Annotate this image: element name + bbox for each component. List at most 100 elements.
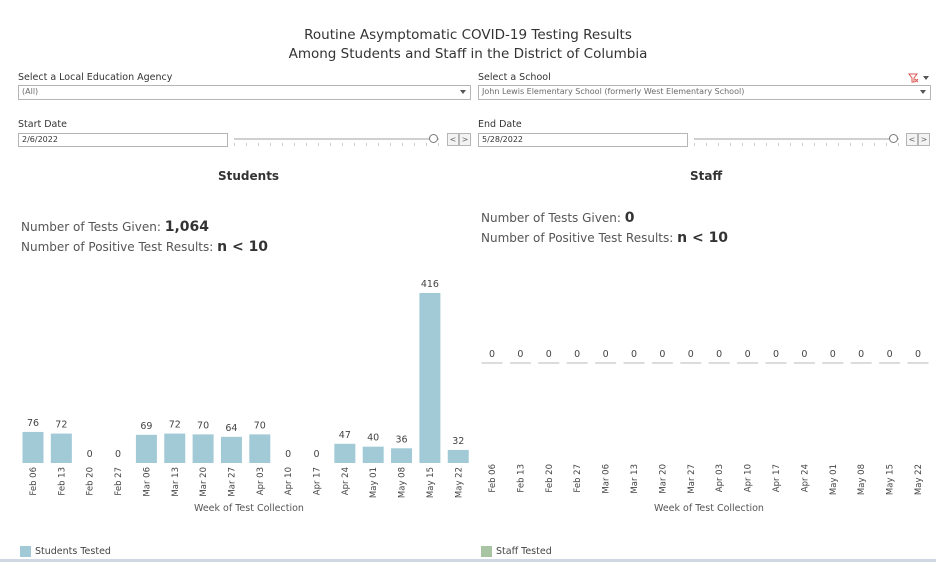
students-x-tick-label: Apr 24	[341, 467, 351, 495]
chevron-down-icon	[920, 90, 926, 94]
staff-data-label: 0	[915, 349, 921, 360]
dashboard-title: Routine Asymptomatic COVID-19 Testing Re…	[0, 26, 936, 63]
staff-x-axis-title: Week of Test Collection	[654, 503, 764, 514]
staff-tests-label: Number of Tests Given:	[481, 211, 621, 225]
students-data-label: 0	[115, 449, 121, 460]
staff-data-label: 0	[858, 349, 864, 360]
students-data-label: 76	[27, 418, 39, 429]
students-x-tick-label: Apr 10	[284, 467, 294, 495]
students-x-axis-title: Week of Test Collection	[194, 503, 304, 514]
staff-x-tick-label: Mar 27	[687, 464, 697, 494]
school-dropdown[interactable]: John Lewis Elementary School (formerly W…	[478, 85, 931, 100]
start-date-slider[interactable]	[234, 133, 439, 147]
students-x-tick-label: May 01	[369, 467, 379, 498]
start-date-input[interactable]: 2/6/2022	[18, 133, 228, 147]
students-tests-stat: Number of Tests Given: 1,064	[21, 219, 209, 235]
students-data-label: 416	[421, 279, 439, 290]
students-bar	[419, 293, 441, 463]
students-x-tick-label: May 15	[426, 467, 436, 498]
students-bar	[50, 433, 72, 463]
staff-data-label: 0	[659, 349, 665, 360]
students-data-label: 36	[396, 434, 408, 445]
students-bar	[164, 433, 186, 463]
end-date-next-button[interactable]: >	[918, 133, 930, 146]
slider-track	[234, 138, 439, 140]
students-x-tick-label: May 22	[454, 467, 464, 498]
staff-x-tick-label: Feb 27	[573, 464, 583, 493]
students-x-tick-label: Feb 06	[29, 467, 39, 496]
students-x-tick-label: Mar 27	[227, 467, 237, 497]
staff-positive-value: n < 10	[677, 230, 729, 246]
title-line-1: Routine Asymptomatic COVID-19 Testing Re…	[304, 27, 632, 43]
students-data-label: 70	[197, 420, 209, 431]
students-data-label: 72	[55, 420, 67, 431]
students-positive-value: n < 10	[217, 239, 269, 255]
staff-data-label: 0	[631, 349, 637, 360]
staff-data-label: 0	[801, 349, 807, 360]
staff-x-tick-label: May 15	[886, 464, 896, 495]
end-date-prev-button[interactable]: <	[906, 133, 918, 146]
students-bar	[334, 443, 356, 463]
staff-legend-swatch	[481, 546, 492, 557]
slider-track	[694, 138, 899, 140]
students-bar	[447, 449, 469, 463]
staff-data-label: 0	[603, 349, 609, 360]
staff-x-tick-label: Feb 06	[488, 464, 498, 493]
students-data-label: 40	[367, 433, 379, 444]
students-tests-label: Number of Tests Given:	[21, 220, 161, 234]
clear-filter-icon[interactable]	[908, 73, 930, 83]
students-x-tick-label: Feb 20	[86, 467, 96, 496]
students-data-label: 70	[254, 420, 266, 431]
staff-section-title: Staff	[690, 169, 723, 183]
students-data-label: 0	[313, 449, 319, 460]
staff-positive-label: Number of Positive Test Results:	[481, 231, 674, 245]
students-data-label: 0	[285, 449, 291, 460]
lea-filter-label: Select a Local Education Agency	[18, 72, 173, 83]
students-bar	[135, 434, 157, 463]
staff-x-tick-label: Apr 17	[772, 464, 782, 492]
students-positive-label: Number of Positive Test Results:	[21, 240, 214, 254]
students-x-tick-label: Mar 13	[171, 467, 181, 497]
students-bar	[192, 434, 214, 463]
students-x-tick-label: Feb 13	[57, 467, 67, 496]
bottom-border	[0, 559, 936, 562]
slider-handle[interactable]	[889, 134, 898, 143]
start-date-next-button[interactable]: >	[459, 133, 471, 146]
school-filter-label: Select a School	[478, 72, 551, 83]
lea-dropdown-value: (All)	[22, 87, 39, 96]
staff-data-label: 0	[887, 349, 893, 360]
staff-positive-stat: Number of Positive Test Results: n < 10	[481, 230, 728, 246]
staff-data-label: 0	[574, 349, 580, 360]
students-x-tick-label: Feb 27	[114, 467, 124, 496]
students-section-title: Students	[218, 169, 280, 183]
staff-x-tick-label: Apr 10	[744, 464, 754, 492]
chevron-down-icon	[460, 90, 466, 94]
staff-data-label: 0	[517, 349, 523, 360]
start-date-prev-button[interactable]: <	[447, 133, 459, 146]
end-date-input[interactable]: 5/28/2022	[478, 133, 688, 147]
students-x-tick-label: Mar 20	[199, 467, 209, 497]
lea-dropdown[interactable]: (All)	[18, 85, 471, 100]
title-line-2: Among Students and Staff in the District…	[288, 45, 648, 62]
students-data-label: 0	[87, 449, 93, 460]
students-x-tick-label: Apr 17	[313, 467, 323, 495]
slider-handle[interactable]	[429, 134, 438, 143]
staff-x-tick-label: Feb 20	[545, 464, 555, 493]
staff-data-label: 0	[745, 349, 751, 360]
staff-data-label: 0	[688, 349, 694, 360]
students-x-tick-label: Apr 03	[256, 467, 266, 495]
end-date-label: End Date	[478, 119, 522, 130]
staff-x-tick-label: May 08	[857, 464, 867, 495]
staff-x-tick-label: Mar 13	[630, 464, 640, 494]
students-positive-stat: Number of Positive Test Results: n < 10	[21, 239, 268, 255]
end-date-slider[interactable]	[694, 133, 899, 147]
students-x-tick-label: May 08	[398, 467, 408, 498]
students-x-tick-label: Mar 06	[142, 467, 152, 497]
staff-x-tick-label: Mar 20	[658, 464, 668, 494]
staff-x-tick-label: May 01	[829, 464, 839, 495]
staff-x-tick-label: Apr 24	[800, 464, 810, 492]
staff-legend-label: Staff Tested	[496, 546, 552, 557]
staff-x-tick-label: May 22	[914, 464, 924, 495]
staff-tests-stat: Number of Tests Given: 0	[481, 210, 634, 226]
staff-x-tick-label: Mar 06	[602, 464, 612, 494]
